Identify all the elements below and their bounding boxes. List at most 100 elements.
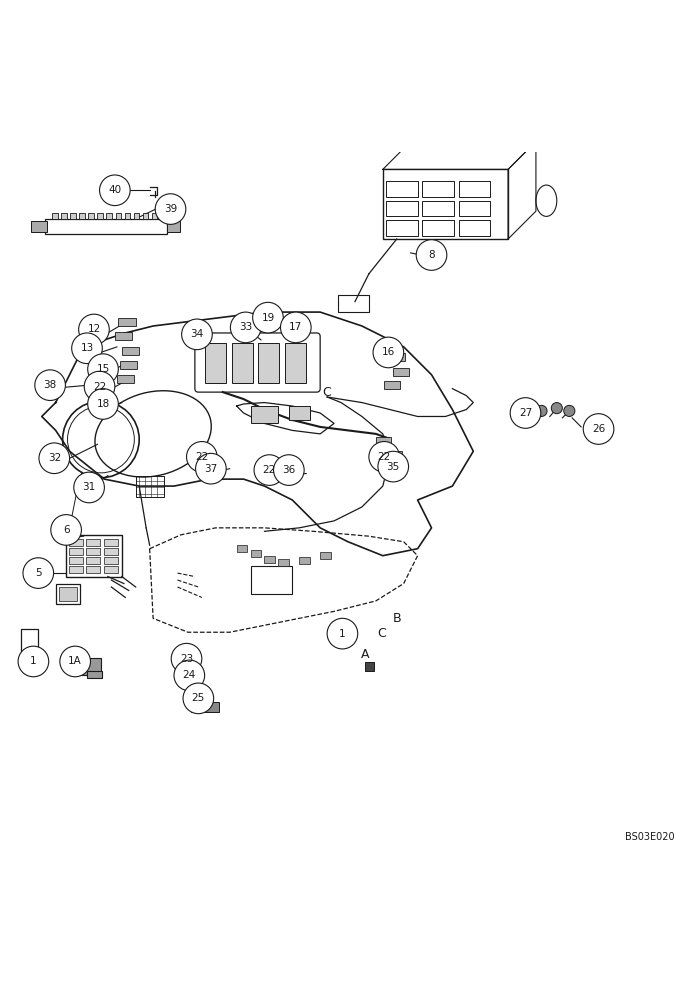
Bar — [61, 213, 67, 219]
Bar — [134, 213, 139, 219]
Circle shape — [280, 312, 311, 343]
Circle shape — [378, 451, 409, 482]
Text: 1A: 1A — [68, 656, 82, 666]
Bar — [122, 347, 139, 355]
Circle shape — [23, 558, 54, 588]
Bar — [115, 332, 132, 340]
Bar — [459, 181, 490, 197]
Circle shape — [373, 337, 404, 368]
Text: 15: 15 — [96, 364, 110, 374]
Circle shape — [253, 302, 283, 333]
Bar — [59, 587, 77, 601]
Text: 25: 25 — [191, 693, 205, 703]
Bar — [45, 219, 167, 234]
Bar — [386, 181, 418, 197]
Text: 22: 22 — [195, 452, 209, 462]
Bar — [289, 406, 310, 420]
Bar — [117, 375, 134, 383]
Bar — [386, 220, 418, 236]
Text: 13: 13 — [80, 343, 94, 353]
Text: 31: 31 — [82, 482, 96, 492]
Bar — [299, 557, 310, 564]
Bar — [86, 557, 100, 564]
Text: 35: 35 — [386, 462, 400, 472]
Bar — [69, 557, 83, 564]
Bar — [320, 552, 331, 559]
Text: 1: 1 — [339, 629, 346, 639]
Text: 12: 12 — [87, 324, 101, 334]
Circle shape — [196, 453, 226, 484]
Text: 37: 37 — [204, 464, 218, 474]
Bar — [365, 662, 374, 671]
Text: 38: 38 — [43, 380, 57, 390]
Bar — [386, 201, 418, 216]
Text: BS03E020: BS03E020 — [626, 832, 675, 842]
Circle shape — [327, 618, 358, 649]
Circle shape — [564, 405, 575, 416]
Bar — [79, 213, 85, 219]
Circle shape — [88, 354, 118, 384]
Text: 22: 22 — [377, 452, 391, 462]
Circle shape — [72, 333, 102, 364]
Circle shape — [369, 442, 400, 472]
Bar — [384, 381, 400, 389]
Text: A: A — [361, 648, 370, 661]
Text: 1: 1 — [30, 656, 37, 666]
Bar — [251, 406, 278, 423]
Bar — [393, 368, 409, 376]
Bar — [120, 361, 137, 369]
Bar — [86, 566, 100, 573]
Circle shape — [551, 403, 562, 414]
Bar — [278, 559, 289, 566]
Text: 34: 34 — [190, 329, 204, 339]
Text: 27: 27 — [519, 408, 532, 418]
Text: B: B — [393, 612, 401, 625]
Circle shape — [155, 194, 186, 224]
Circle shape — [416, 240, 447, 270]
Bar — [69, 548, 83, 555]
Bar — [125, 213, 130, 219]
Bar — [88, 213, 94, 219]
Circle shape — [583, 414, 614, 444]
Bar — [264, 556, 275, 563]
Text: 19: 19 — [261, 313, 275, 323]
Bar — [31, 221, 47, 232]
Bar — [205, 343, 226, 383]
Text: 8: 8 — [428, 250, 435, 260]
Circle shape — [230, 312, 261, 343]
Circle shape — [183, 683, 214, 714]
Circle shape — [274, 455, 304, 485]
Circle shape — [254, 455, 285, 485]
Text: 32: 32 — [47, 453, 61, 463]
Bar — [422, 201, 454, 216]
Text: 24: 24 — [182, 670, 196, 680]
Bar — [56, 584, 80, 604]
Bar — [118, 318, 136, 326]
Bar — [97, 213, 103, 219]
Circle shape — [84, 371, 115, 402]
Bar — [386, 451, 402, 458]
Text: 36: 36 — [282, 465, 296, 475]
Circle shape — [39, 443, 70, 474]
Text: C: C — [323, 386, 331, 399]
Circle shape — [174, 660, 205, 691]
Circle shape — [88, 389, 118, 419]
Text: 40: 40 — [109, 185, 121, 195]
Circle shape — [18, 646, 49, 677]
Bar — [152, 213, 157, 219]
Bar — [338, 295, 369, 312]
Bar — [258, 343, 279, 383]
Text: 16: 16 — [381, 347, 395, 357]
Bar — [422, 220, 454, 236]
Bar — [383, 169, 508, 239]
Circle shape — [182, 319, 212, 350]
Bar — [21, 629, 38, 657]
Bar — [87, 671, 102, 678]
Circle shape — [510, 398, 541, 428]
Bar — [285, 343, 306, 383]
Bar — [143, 213, 148, 219]
Bar — [86, 539, 100, 546]
Text: C: C — [377, 627, 386, 640]
Text: 18: 18 — [96, 399, 110, 409]
Circle shape — [79, 314, 109, 345]
